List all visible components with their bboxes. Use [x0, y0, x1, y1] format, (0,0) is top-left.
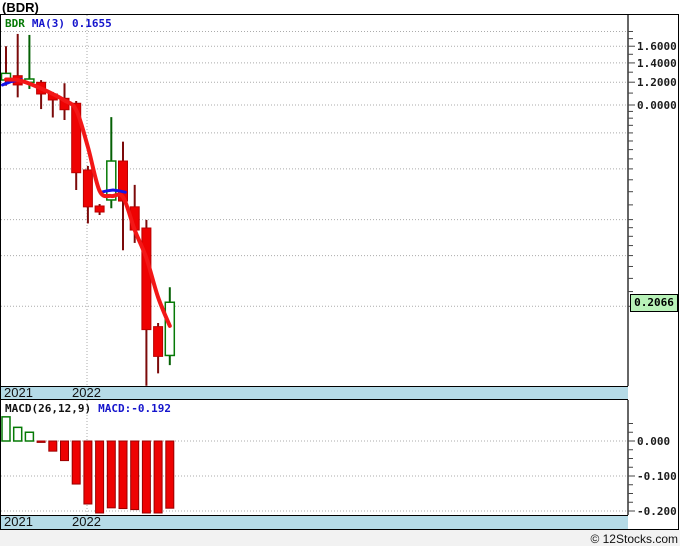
- copyright-text: © 12Stocks.com: [590, 532, 678, 546]
- legend-symbol: BDR: [5, 17, 25, 30]
- macd-legend: MACD(26,12,9) MACD:-0.192: [5, 402, 171, 415]
- macd-bar: [106, 440, 116, 509]
- y-axis-label: 1.6000: [637, 40, 677, 53]
- footer: © 12Stocks.com: [0, 530, 680, 546]
- macd-chart[interactable]: 0.000 -0.100 -0.200: [1, 400, 678, 515]
- macd-bar: [36, 440, 46, 443]
- macd-bar: [24, 431, 35, 442]
- x-axis-band-price: 2021 2022: [1, 386, 628, 400]
- x-axis-label-2021: 2021: [4, 385, 33, 400]
- last-price-badge: 0.2066: [630, 294, 678, 312]
- macd-bar: [83, 440, 93, 505]
- trend-line: [4, 77, 172, 328]
- ma3-line: [98, 188, 127, 194]
- macd-bar: [118, 440, 128, 510]
- chart-title: (BDR): [2, 0, 39, 15]
- candle-body: [141, 227, 152, 331]
- macd-params: MACD(26,12,9): [5, 402, 92, 415]
- candle-body: [71, 102, 82, 174]
- y-axis-label: 0.0000: [637, 99, 677, 112]
- macd-value: MACD:-0.192: [98, 402, 171, 415]
- macd-bar: [141, 440, 151, 514]
- y-axis-label: -0.100: [637, 470, 677, 483]
- y-axis-label: 1.4000: [637, 57, 677, 70]
- x-axis-band-macd: 2021 2022: [1, 515, 628, 530]
- x-axis-label-2021: 2021: [4, 514, 33, 529]
- candle-body: [153, 326, 164, 357]
- macd-bar: [71, 440, 81, 485]
- y-axis-label: 0.000: [637, 435, 670, 448]
- candle-body: [82, 169, 93, 208]
- legend-ma-value: 0.1655: [72, 17, 112, 30]
- macd-bar: [60, 440, 69, 462]
- price-chart[interactable]: 1.6000 1.4000 1.2000 0.0000: [1, 15, 678, 386]
- y-axis-label: -0.200: [637, 505, 677, 515]
- macd-bar: [153, 440, 163, 514]
- y-axis-label: 1.2000: [637, 76, 677, 89]
- macd-bar: [95, 440, 105, 514]
- x-axis-label-2022: 2022: [72, 514, 101, 529]
- candle-body: [106, 160, 117, 201]
- macd-bar: [48, 440, 58, 452]
- legend-ma-label: MA(3): [31, 17, 65, 30]
- macd-bar: [1, 416, 11, 442]
- macd-bar: [130, 440, 140, 511]
- x-axis-label-2022: 2022: [72, 385, 101, 400]
- candle-body: [94, 205, 105, 213]
- macd-bar: [165, 440, 175, 509]
- price-legend: BDR MA(3) 0.1655: [5, 17, 112, 30]
- candle-body: [164, 301, 176, 357]
- macd-bar: [12, 426, 23, 442]
